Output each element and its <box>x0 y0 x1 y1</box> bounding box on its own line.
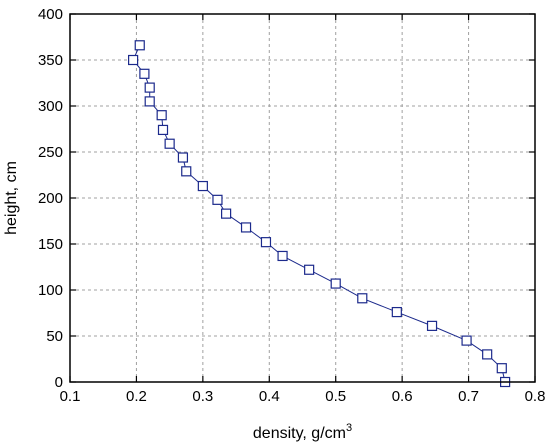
y-tick-label: 100 <box>38 282 63 299</box>
y-tick-label: 350 <box>38 52 63 69</box>
y-tick-labels: 0 50 100 150 200 250 300 350 400 <box>38 6 63 391</box>
y-tick-label: 50 <box>46 328 63 345</box>
grid <box>70 14 535 382</box>
data-point <box>240 222 252 233</box>
x-tick-label: 0.7 <box>458 388 479 405</box>
data-point <box>461 335 472 346</box>
x-tick-label: 0.8 <box>525 388 546 405</box>
x-tick-label: 0.4 <box>259 388 280 405</box>
data-point <box>221 208 232 219</box>
series <box>128 40 511 388</box>
data-point <box>304 264 315 275</box>
data-point <box>212 194 223 205</box>
data-point <box>139 68 150 79</box>
x-axis-title: density, g/cm3 <box>253 422 352 442</box>
data-point <box>197 180 208 192</box>
data-point <box>482 349 493 360</box>
data-point <box>177 152 189 163</box>
x-tick-label: 0.2 <box>126 388 147 405</box>
data-point <box>134 40 145 51</box>
data-point <box>496 363 507 374</box>
x-tick-label: 0.1 <box>60 388 81 405</box>
y-tick-label: 150 <box>38 236 63 253</box>
data-point <box>164 138 175 149</box>
data-point <box>277 250 288 262</box>
y-axis-title: height, cm <box>3 161 20 235</box>
x-tick-labels: 0.1 0.2 0.3 0.4 0.5 0.6 0.7 0.8 <box>60 388 546 405</box>
data-point <box>181 166 192 177</box>
x-axis-title-text: density, g/cm <box>253 425 346 442</box>
data-point <box>144 82 155 93</box>
data-point <box>157 124 169 136</box>
y-tick-label: 250 <box>38 144 63 161</box>
plot-frame <box>69 13 536 383</box>
y-tick-label: 0 <box>55 374 63 391</box>
y-tick-label: 400 <box>38 6 63 23</box>
data-point <box>260 237 272 248</box>
data-point <box>128 54 139 66</box>
data-point <box>330 278 341 289</box>
x-tick-label: 0.5 <box>325 388 346 405</box>
x-tick-label: 0.6 <box>392 388 413 405</box>
data-point <box>391 306 402 318</box>
data-point <box>357 293 368 304</box>
y-tick-label: 300 <box>38 98 63 115</box>
x-tick-label: 0.3 <box>192 388 213 405</box>
data-point <box>156 110 167 121</box>
data-point <box>426 320 438 331</box>
y-tick-label: 200 <box>38 190 63 207</box>
x-axis-title-superscript: 3 <box>346 422 352 434</box>
data-point <box>144 96 155 107</box>
